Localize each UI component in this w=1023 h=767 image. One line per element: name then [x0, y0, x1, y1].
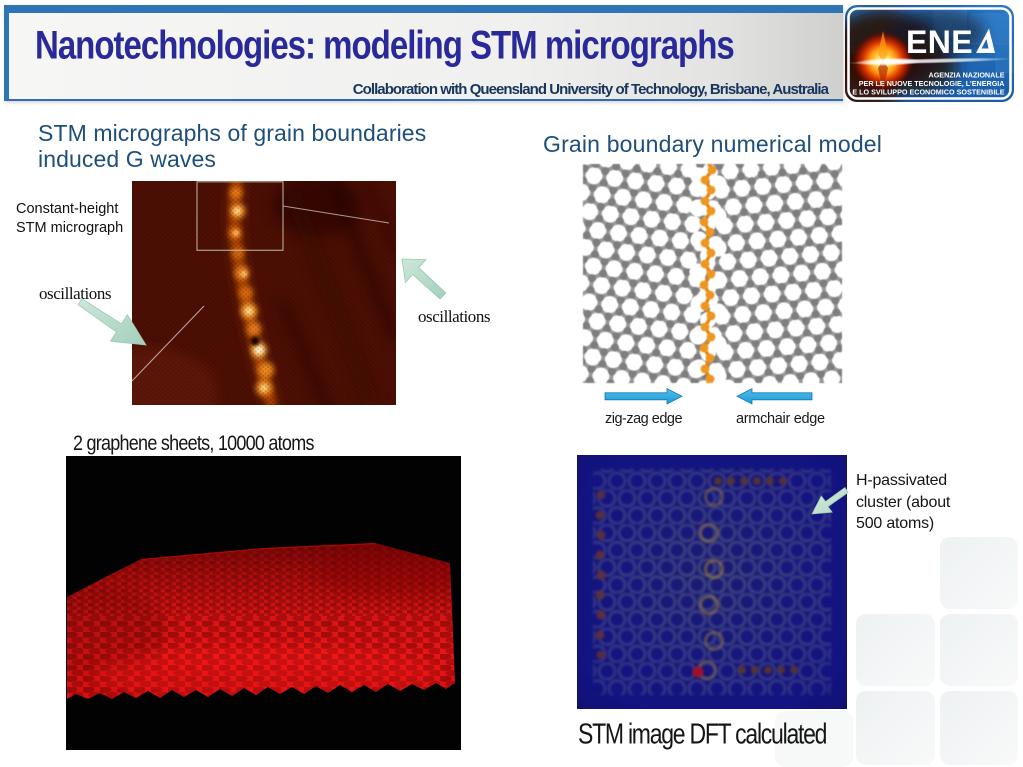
svg-text:E LO SVILUPPO ECONOMICO SOSTEN: E LO SVILUPPO ECONOMICO SOSTENIBILE [852, 88, 1004, 97]
svg-text:AGENZIA NAZIONALE: AGENZIA NAZIONALE [929, 71, 1005, 80]
svg-text:PER LE NUOVE TECNOLOGIE, L’ENE: PER LE NUOVE TECNOLOGIE, L’ENERGIA [859, 79, 1005, 88]
svg-text:ENE: ENE [906, 24, 973, 60]
